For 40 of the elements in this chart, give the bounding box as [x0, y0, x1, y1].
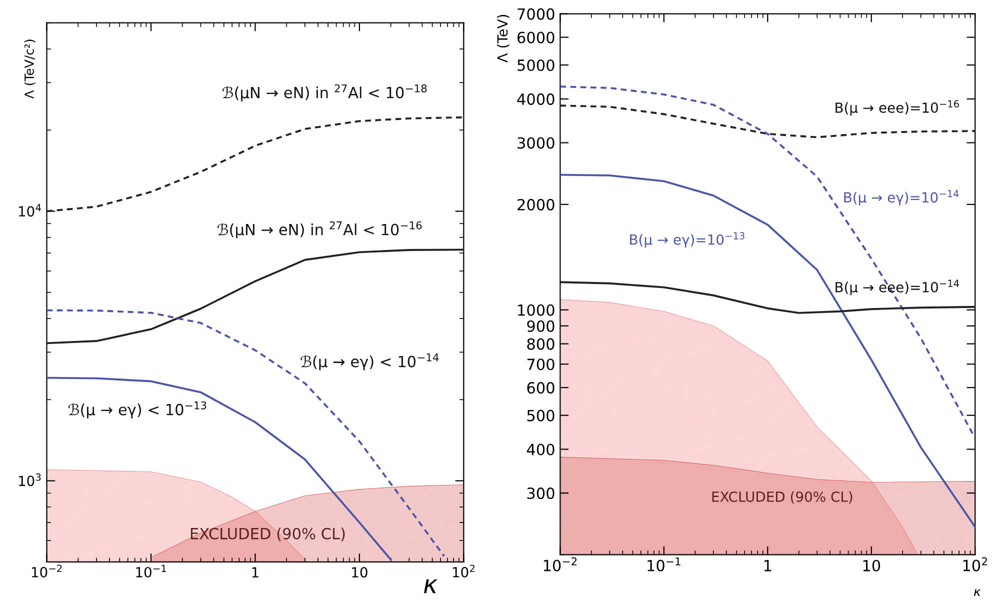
x-axis-title: κ [974, 589, 981, 596]
annotation: ℬ(μ → eγ) < 10$^{−13}$ [68, 401, 206, 418]
annotation: EXCLUDED (90% CL) [190, 528, 345, 542]
x-tick-label: 1 [764, 560, 772, 572]
annotation: ℬ(μN → eN) in $^{27}$Al < 10$^{−16}$ [217, 221, 422, 238]
x-axis-title: κ [424, 579, 438, 594]
y-tick-label: 700 [527, 358, 554, 370]
x-tick-label: 10$^{−1}$ [136, 564, 166, 578]
y-tick-label: 10$^{3}$ [18, 473, 41, 486]
y-tick-label: 300 [527, 488, 554, 500]
x-tick-label: 10 [863, 560, 880, 572]
annotation: B(μ → eee)=10$^{−14}$ [836, 280, 959, 296]
x-tick-label: 10 [352, 567, 368, 578]
annotation: ℬ(μN → eN) in $^{27}$Al < 10$^{−18}$ [222, 84, 427, 102]
y-axis-title: Λ (TeV/c²) [24, 40, 36, 99]
x-tick-label: 1 [252, 567, 258, 578]
y-tick-label: 900 [527, 320, 554, 332]
x-tick-label: 10$^{2}$ [963, 557, 987, 572]
y-tick-label: 500 [527, 410, 554, 422]
x-tick-label: 10$^{−2}$ [544, 557, 577, 572]
annotation: B(μ → eγ)=10$^{−14}$ [844, 190, 959, 206]
y-tick-label: 6000 [518, 32, 554, 44]
y-tick-label: 800 [527, 338, 554, 350]
x-tick-label: 10$^{2}$ [452, 564, 474, 578]
annotation: B(μ → eγ)=10$^{−13}$ [630, 232, 744, 248]
y-tick-label: 3000 [518, 137, 554, 149]
y-tick-label: 400 [526, 444, 554, 456]
x-tick-label: 10$^{−2}$ [32, 564, 62, 578]
y-tick-label: 5000 [518, 59, 554, 72]
x-tick-label: 10$^{−1}$ [648, 557, 680, 572]
y-tick-label: 4000 [517, 93, 554, 105]
y-axis-title: Λ (TeV) [496, 14, 510, 63]
y-tick-label: 7000 [518, 8, 554, 20]
annotation: B(μ → eee)=10$^{−16}$ [836, 100, 959, 116]
annotation: EXCLUDED (90% CL) [712, 491, 852, 504]
y-tick-label: 10$^{4}$ [18, 204, 41, 217]
annotation: ℬ(μ → eγ) < 10$^{−14}$ [300, 353, 439, 370]
y-tick-label: 1000 [518, 304, 554, 316]
y-tick-label: 600 [527, 382, 554, 394]
y-tick-label: 2000 [518, 198, 554, 210]
